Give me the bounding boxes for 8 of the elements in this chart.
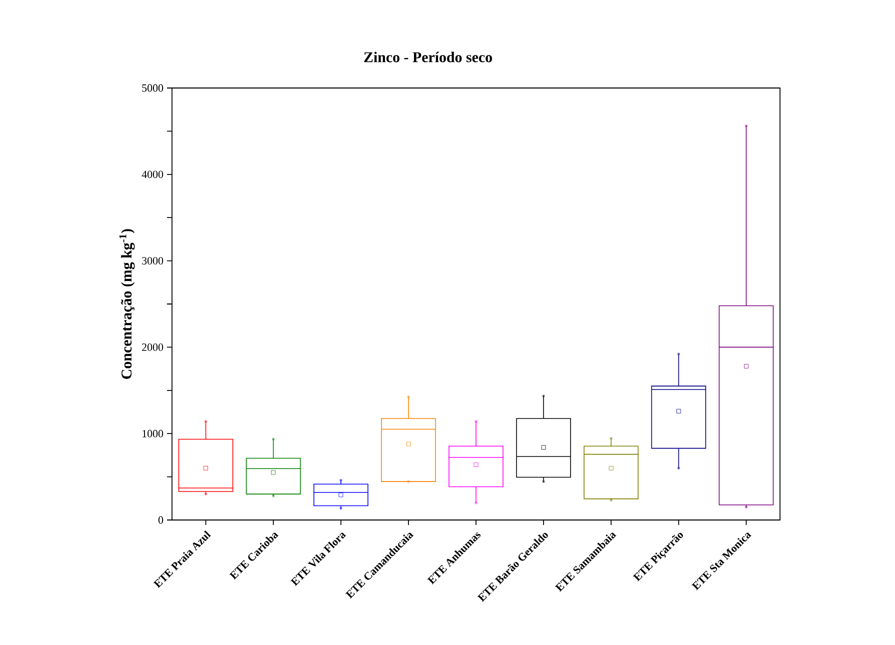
- y-tick-label: 1000: [142, 430, 164, 438]
- y-tick-label: 0: [158, 516, 164, 524]
- y-tick-label: 3000: [142, 257, 164, 264]
- chart-title: Zinco - Período seco: [364, 52, 492, 62]
- y-tick-label: 5000: [142, 84, 164, 92]
- y-axis-title: Concentração (mg kg$^{-1}$): [119, 229, 135, 379]
- y-tick-label: 4000: [142, 170, 164, 178]
- y-tick-label: 2000: [142, 344, 164, 351]
